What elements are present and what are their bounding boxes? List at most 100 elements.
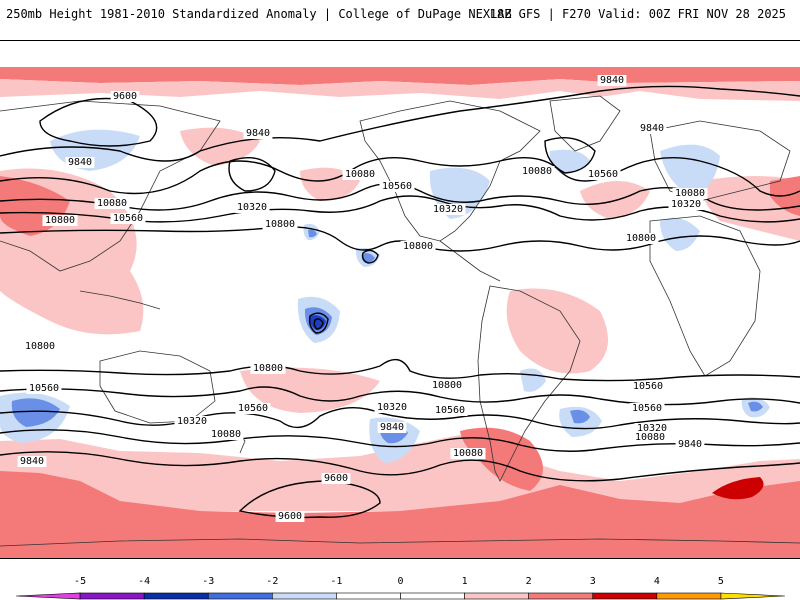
contour-label-bg: [377, 422, 407, 433]
contour-label-bg: [321, 473, 351, 484]
contour-label: 10080: [519, 166, 555, 177]
contour-label: 10080: [342, 169, 378, 180]
coast-south-america: [477, 285, 581, 482]
contour-label-text: 10080: [345, 169, 375, 180]
contour-label: 9840: [597, 75, 627, 86]
contour-labels: 9600 9840 9840 9840 9840 10080 10080 10080 10080…: [17, 75, 708, 522]
anomaly-shading: [0, 67, 800, 558]
anomaly-pos2-south-america-tip: [460, 427, 543, 491]
contour-pacific-low-outer: [308, 312, 329, 334]
legend-bin: [15, 592, 81, 600]
contour-label-text: 10080: [453, 448, 483, 459]
anomaly-neg2-wpac-small: [308, 229, 317, 238]
contour-label-bg: [65, 157, 95, 168]
contour-label-bg: [262, 219, 298, 230]
contour-label: 9840: [377, 422, 407, 433]
contour-label-text: 10800: [253, 363, 283, 374]
contour-label-bg: [243, 128, 273, 139]
contour-label-bg: [519, 166, 555, 177]
legend-bin: [207, 592, 273, 600]
anomaly-pos3-south-pacific: [712, 477, 764, 500]
legend-tick-label: -2: [266, 576, 278, 587]
legend-bin: [143, 592, 209, 600]
contour-label: 10800: [250, 363, 286, 374]
contour-9600-north: [39, 97, 158, 147]
contour-label-bg: [275, 511, 305, 522]
contour-label-text: 9840: [380, 422, 404, 433]
contour-label-text: 9840: [20, 456, 44, 467]
contour-label-text: 10560: [633, 381, 663, 392]
contour-label-text: 9600: [324, 473, 348, 484]
legend-bin: [336, 592, 401, 600]
contour-label-bg: [597, 75, 627, 86]
contour-label: 10560: [630, 381, 666, 392]
contour-label: 10800: [400, 241, 436, 252]
contour-label-text: 10320: [177, 416, 207, 427]
contour-label: 10320: [234, 202, 270, 213]
contour-label-text: 10560: [238, 403, 268, 414]
contour-label: 10560: [379, 181, 415, 192]
contour-label-bg: [450, 448, 486, 459]
contour-label: 10560: [629, 403, 665, 414]
coast-central-america: [439, 240, 501, 282]
contour-label: 10800: [42, 215, 78, 226]
contour-label-text: 10800: [432, 380, 462, 391]
contour-label: 9840: [675, 439, 705, 450]
contour-label-text: 9600: [278, 511, 302, 522]
contour-label-bg: [432, 405, 468, 416]
contour-label-bg: [400, 241, 436, 252]
legend-bin: [528, 592, 594, 600]
contour-label-text: 9840: [600, 75, 624, 86]
contour-label-text: 10080: [522, 166, 552, 177]
legend-bin: [720, 592, 786, 600]
legend-tick-label: 5: [718, 576, 724, 587]
contour-label: 9600: [321, 473, 351, 484]
contour-label-bg: [110, 91, 140, 102]
contour-label: 10320: [174, 416, 210, 427]
contour-label-bg: [668, 199, 704, 210]
contour-label-bg: [629, 403, 665, 414]
contour-label: 9840: [65, 157, 95, 168]
anomaly-neg2-south-atlantic-east: [748, 401, 763, 412]
legend-bin: [272, 592, 337, 600]
contour-pacific-low-inner: [313, 318, 324, 330]
contour-label-text: 10560: [588, 169, 618, 180]
contour-label-text: 9840: [246, 128, 270, 139]
legend-bin: [400, 592, 465, 600]
contour-hawaii-low: [361, 249, 379, 264]
contour-label-text: 10800: [265, 219, 295, 230]
contour-label: 10560: [235, 403, 271, 414]
contour-label-bg: [630, 381, 666, 392]
contour-9840-north: [0, 85, 800, 162]
contour-label: 10800: [623, 233, 659, 244]
contour-label-text: 10320: [637, 423, 667, 434]
contour-label-text: 10080: [675, 188, 705, 199]
legend-tick-label: 1: [462, 576, 468, 587]
contour-label: 10560: [110, 213, 146, 224]
anomaly-neg2-south-indian: [11, 398, 60, 427]
contour-label-text: 10560: [382, 181, 412, 192]
contour-label-text: 9840: [640, 123, 664, 134]
contour-label-bg: [637, 123, 667, 134]
legend-tick-label: 2: [526, 576, 532, 587]
anomaly-pos1-bottom: [0, 433, 800, 511]
legend-tick-label: 0: [397, 576, 403, 587]
contour-label-bg: [250, 363, 286, 374]
anomaly-neg1-north-pacific: [50, 129, 140, 171]
header-left-title: 250mb Height 1981-2010 Standardized Anom…: [6, 7, 512, 21]
contour-label-text: 9600: [113, 91, 137, 102]
coast-australia: [99, 350, 216, 424]
contour-label-bg: [234, 202, 270, 213]
contour-label-bg: [585, 169, 621, 180]
legend-tick-label: 4: [654, 576, 660, 587]
contour-label-bg: [379, 181, 415, 192]
legend-tick-label: -5: [74, 576, 86, 587]
contour-label: 10560: [585, 169, 621, 180]
contour-label: 10560: [26, 383, 62, 394]
contour-label-bg: [208, 429, 244, 440]
contour-label-bg: [429, 380, 465, 391]
anomaly-neg2-south-atlantic: [570, 409, 590, 424]
contour-label-bg: [26, 383, 62, 394]
contour-label: 9840: [637, 123, 667, 134]
contour-10080-north: [0, 156, 800, 197]
